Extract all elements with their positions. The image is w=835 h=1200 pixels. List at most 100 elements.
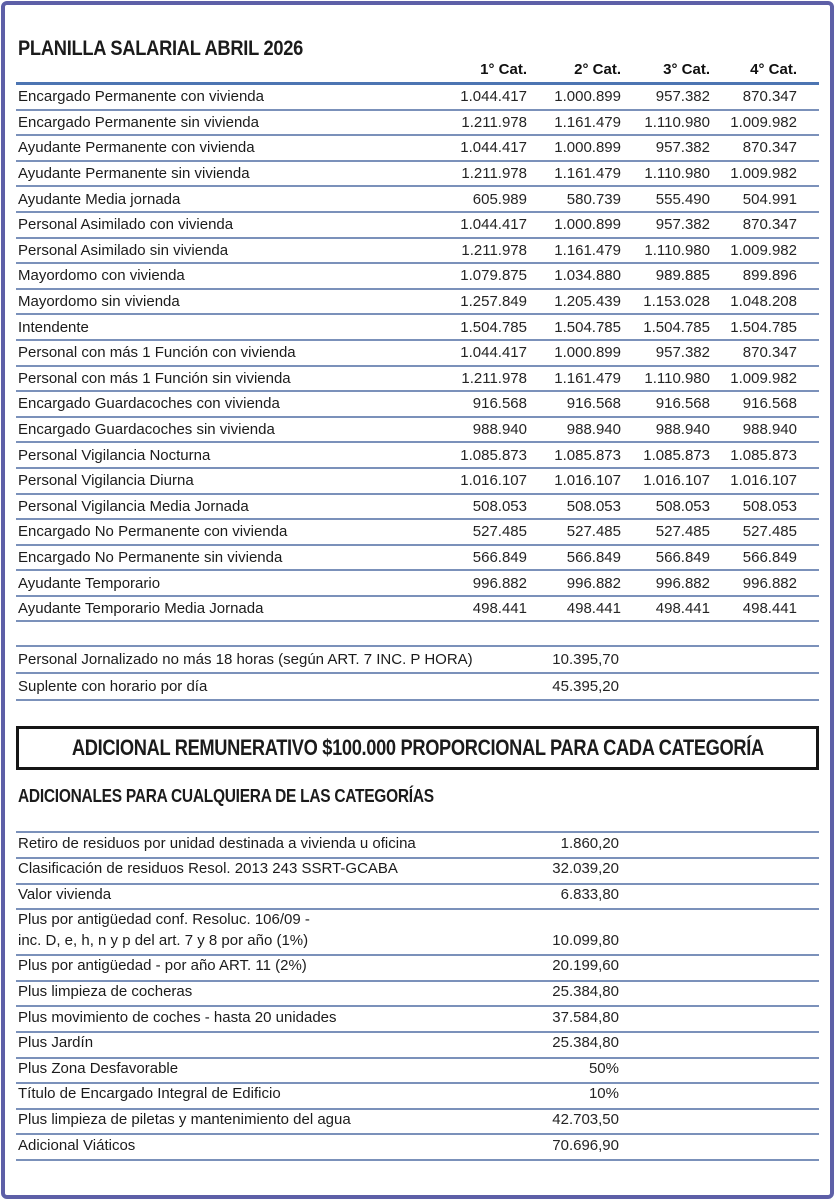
adicional-row-label: Clasificación de residuos Resol. 2013 24… (18, 860, 398, 878)
adicional-row-label: Plus Jardín (18, 1034, 94, 1052)
salary-row-value-cat1: 1.016.107 (460, 472, 527, 490)
adicional-table-row: Plus por antigüedad - por año ART. 11 (2… (16, 956, 819, 982)
adicional-row-label: Retiro de residuos por unidad destinada … (18, 834, 416, 852)
adicional-row-value: 6.833,80 (560, 885, 619, 903)
hourly-table: Personal Jornalizado no más 18 horas (se… (16, 645, 819, 702)
hourly-row-value: 10.395,70 (552, 651, 619, 669)
salary-row-value-cat2: 1.000.899 (554, 216, 621, 234)
salary-row-value-cat4: 870.347 (742, 216, 797, 234)
page-content: PLANILLA SALARIAL ABRIL 2026 1° Cat. 2° … (16, 5, 819, 1161)
salary-row-value-cat3: 957.382 (655, 216, 710, 234)
salary-row-label: Ayudante Temporario Media Jornada (18, 600, 264, 618)
salary-row-value-cat2: 1.085.873 (554, 446, 621, 464)
salary-table-row: Encargado Permanente sin vivienda 1.211.… (16, 111, 819, 137)
adicional-table-row: Plus movimiento de coches - hasta 20 uni… (16, 1007, 819, 1034)
salary-table-row: Ayudante Temporario 996.882 996.882 996.… (16, 571, 819, 597)
salary-row-value-cat3: 957.382 (655, 88, 710, 106)
salary-row-value-cat2: 527.485 (566, 523, 621, 541)
salary-row-value-cat1: 566.849 (472, 548, 527, 566)
adicional-table-row: Plus limpieza de cocheras 25.384,80 (16, 982, 819, 1008)
salary-table-row: Personal Vigilancia Diurna 1.016.107 1.0… (16, 469, 819, 495)
salary-row-label: Encargado No Permanente sin vivienda (18, 548, 283, 566)
salary-row-value-cat1: 1.085.873 (460, 446, 527, 464)
adicional-row-value: 32.039,20 (552, 860, 619, 878)
remunerative-banner: ADICIONAL REMUNERATIVO $100.000 PROPORCI… (16, 726, 819, 771)
salary-row-label: Ayudante Permanente sin vivienda (18, 165, 250, 183)
hourly-row-label: Suplente con horario por día (18, 678, 208, 696)
salary-row-value-cat3: 527.485 (655, 523, 710, 541)
salary-row-value-cat4: 566.849 (742, 548, 797, 566)
adicional-table-row: Clasificación de residuos Resol. 2013 24… (16, 859, 819, 885)
salary-row-label: Ayudante Temporario (18, 574, 161, 592)
salary-row-value-cat1: 498.441 (472, 600, 527, 618)
salary-row-value-cat4: 498.441 (742, 600, 797, 618)
salary-row-value-cat2: 580.739 (566, 190, 621, 208)
salary-row-value-cat3: 555.490 (655, 190, 710, 208)
salary-table-row: Intendente 1.504.785 1.504.785 1.504.785… (16, 315, 819, 341)
adicional-row-label: Plus por antigüedad - por año ART. 11 (2… (18, 957, 307, 975)
adicional-row-label: Adicional Viáticos (18, 1136, 136, 1154)
salary-table-row: Ayudante Media jornada 605.989 580.739 5… (16, 187, 819, 213)
salary-row-value-cat2: 916.568 (566, 395, 621, 413)
salary-row-value-cat1: 1.044.417 (460, 344, 527, 362)
salary-row-value-cat4: 504.991 (742, 190, 797, 208)
salary-row-label: Personal Asimilado sin vivienda (18, 241, 229, 259)
salary-row-value-cat1: 1.504.785 (460, 318, 527, 336)
salary-row-value-cat3: 1.504.785 (643, 318, 710, 336)
salary-table-row: Encargado Permanente con vivienda 1.044.… (16, 85, 819, 111)
adicional-row-value: 25.384,80 (552, 982, 619, 1000)
salary-row-value-cat4: 1.009.982 (730, 165, 797, 183)
salary-row-value-cat3: 957.382 (655, 344, 710, 362)
column-header-cat1: 1° Cat. (480, 61, 527, 78)
adicional-row-label: Plus limpieza de cocheras (18, 982, 193, 1000)
salary-row-value-cat4: 870.347 (742, 344, 797, 362)
salary-row-label: Encargado Permanente con vivienda (18, 88, 264, 106)
adicional-table-row: Retiro de residuos por unidad destinada … (16, 833, 819, 860)
salary-row-value-cat3: 1.016.107 (643, 472, 710, 490)
adicional-row-value: 1.860,20 (560, 834, 619, 852)
salary-row-value-cat1: 1.211.978 (461, 113, 527, 131)
salary-row-label: Personal Asimilado con vivienda (18, 216, 234, 234)
salary-table-row: Mayordomo con vivienda 1.079.875 1.034.8… (16, 264, 819, 290)
salary-row-value-cat1: 1.211.978 (461, 165, 527, 183)
adicional-table-row: Plus Jardín 25.384,80 (16, 1033, 819, 1059)
salary-table-row: Mayordomo sin vivienda 1.257.849 1.205.4… (16, 290, 819, 316)
adicionales-section-title: ADICIONALES PARA CUALQUIERA DE LAS CATEG… (18, 786, 434, 807)
salary-row-value-cat2: 1.034.880 (554, 267, 621, 285)
salary-row-value-cat1: 527.485 (472, 523, 527, 541)
salary-row-value-cat4: 996.882 (742, 574, 797, 592)
salary-row-value-cat3: 1.110.980 (644, 241, 710, 259)
salary-row-value-cat1: 916.568 (472, 395, 527, 413)
remunerative-banner-text: ADICIONAL REMUNERATIVO $100.000 PROPORCI… (71, 735, 764, 761)
salary-table-row: Personal Vigilancia Media Jornada 508.05… (16, 495, 819, 521)
salary-row-value-cat2: 1.016.107 (554, 472, 621, 490)
salary-row-value-cat2: 996.882 (566, 574, 621, 592)
salary-row-value-cat3: 1.110.980 (644, 113, 710, 131)
salary-row-value-cat2: 1.000.899 (554, 139, 621, 157)
salary-row-value-cat4: 1.009.982 (730, 241, 797, 259)
adicional-table-row: Título de Encargado Integral de Edificio… (16, 1084, 819, 1110)
hourly-row-label: Personal Jornalizado no más 18 horas (se… (18, 651, 473, 669)
hourly-table-row: Personal Jornalizado no más 18 horas (se… (16, 647, 819, 675)
salary-row-value-cat1: 1.211.978 (461, 369, 527, 387)
salary-row-value-cat1: 988.940 (472, 421, 527, 439)
salary-row-value-cat2: 1.504.785 (554, 318, 621, 336)
salary-table-row: Encargado Guardacoches sin vivienda 988.… (16, 418, 819, 444)
salary-row-value-cat1: 1.044.417 (460, 88, 527, 106)
salary-row-value-cat4: 870.347 (742, 88, 797, 106)
salary-row-value-cat2: 566.849 (566, 548, 621, 566)
adicional-row-label: Plus movimiento de coches - hasta 20 uni… (18, 1008, 337, 1026)
adicional-row-value: 50% (588, 1059, 619, 1077)
adicionales-table: Retiro de residuos por unidad destinada … (16, 831, 819, 1161)
adicional-table-row: Valor vivienda 6.833,80 (16, 885, 819, 911)
adicional-row-label: Plus limpieza de piletas y mantenimiento… (18, 1110, 351, 1128)
salary-row-value-cat4: 1.048.208 (730, 293, 797, 311)
salary-row-value-cat4: 870.347 (742, 139, 797, 157)
salary-row-value-cat4: 916.568 (742, 395, 797, 413)
salary-table: 1° Cat. 2° Cat. 3° Cat. 4° Cat. Encargad… (16, 61, 819, 623)
adicional-table-row: Adicional Viáticos 70.696,90 (16, 1135, 819, 1161)
salary-row-value-cat3: 566.849 (655, 548, 710, 566)
salary-table-row: Personal Vigilancia Nocturna 1.085.873 1… (16, 443, 819, 469)
column-header-cat3: 3° Cat. (663, 61, 710, 78)
